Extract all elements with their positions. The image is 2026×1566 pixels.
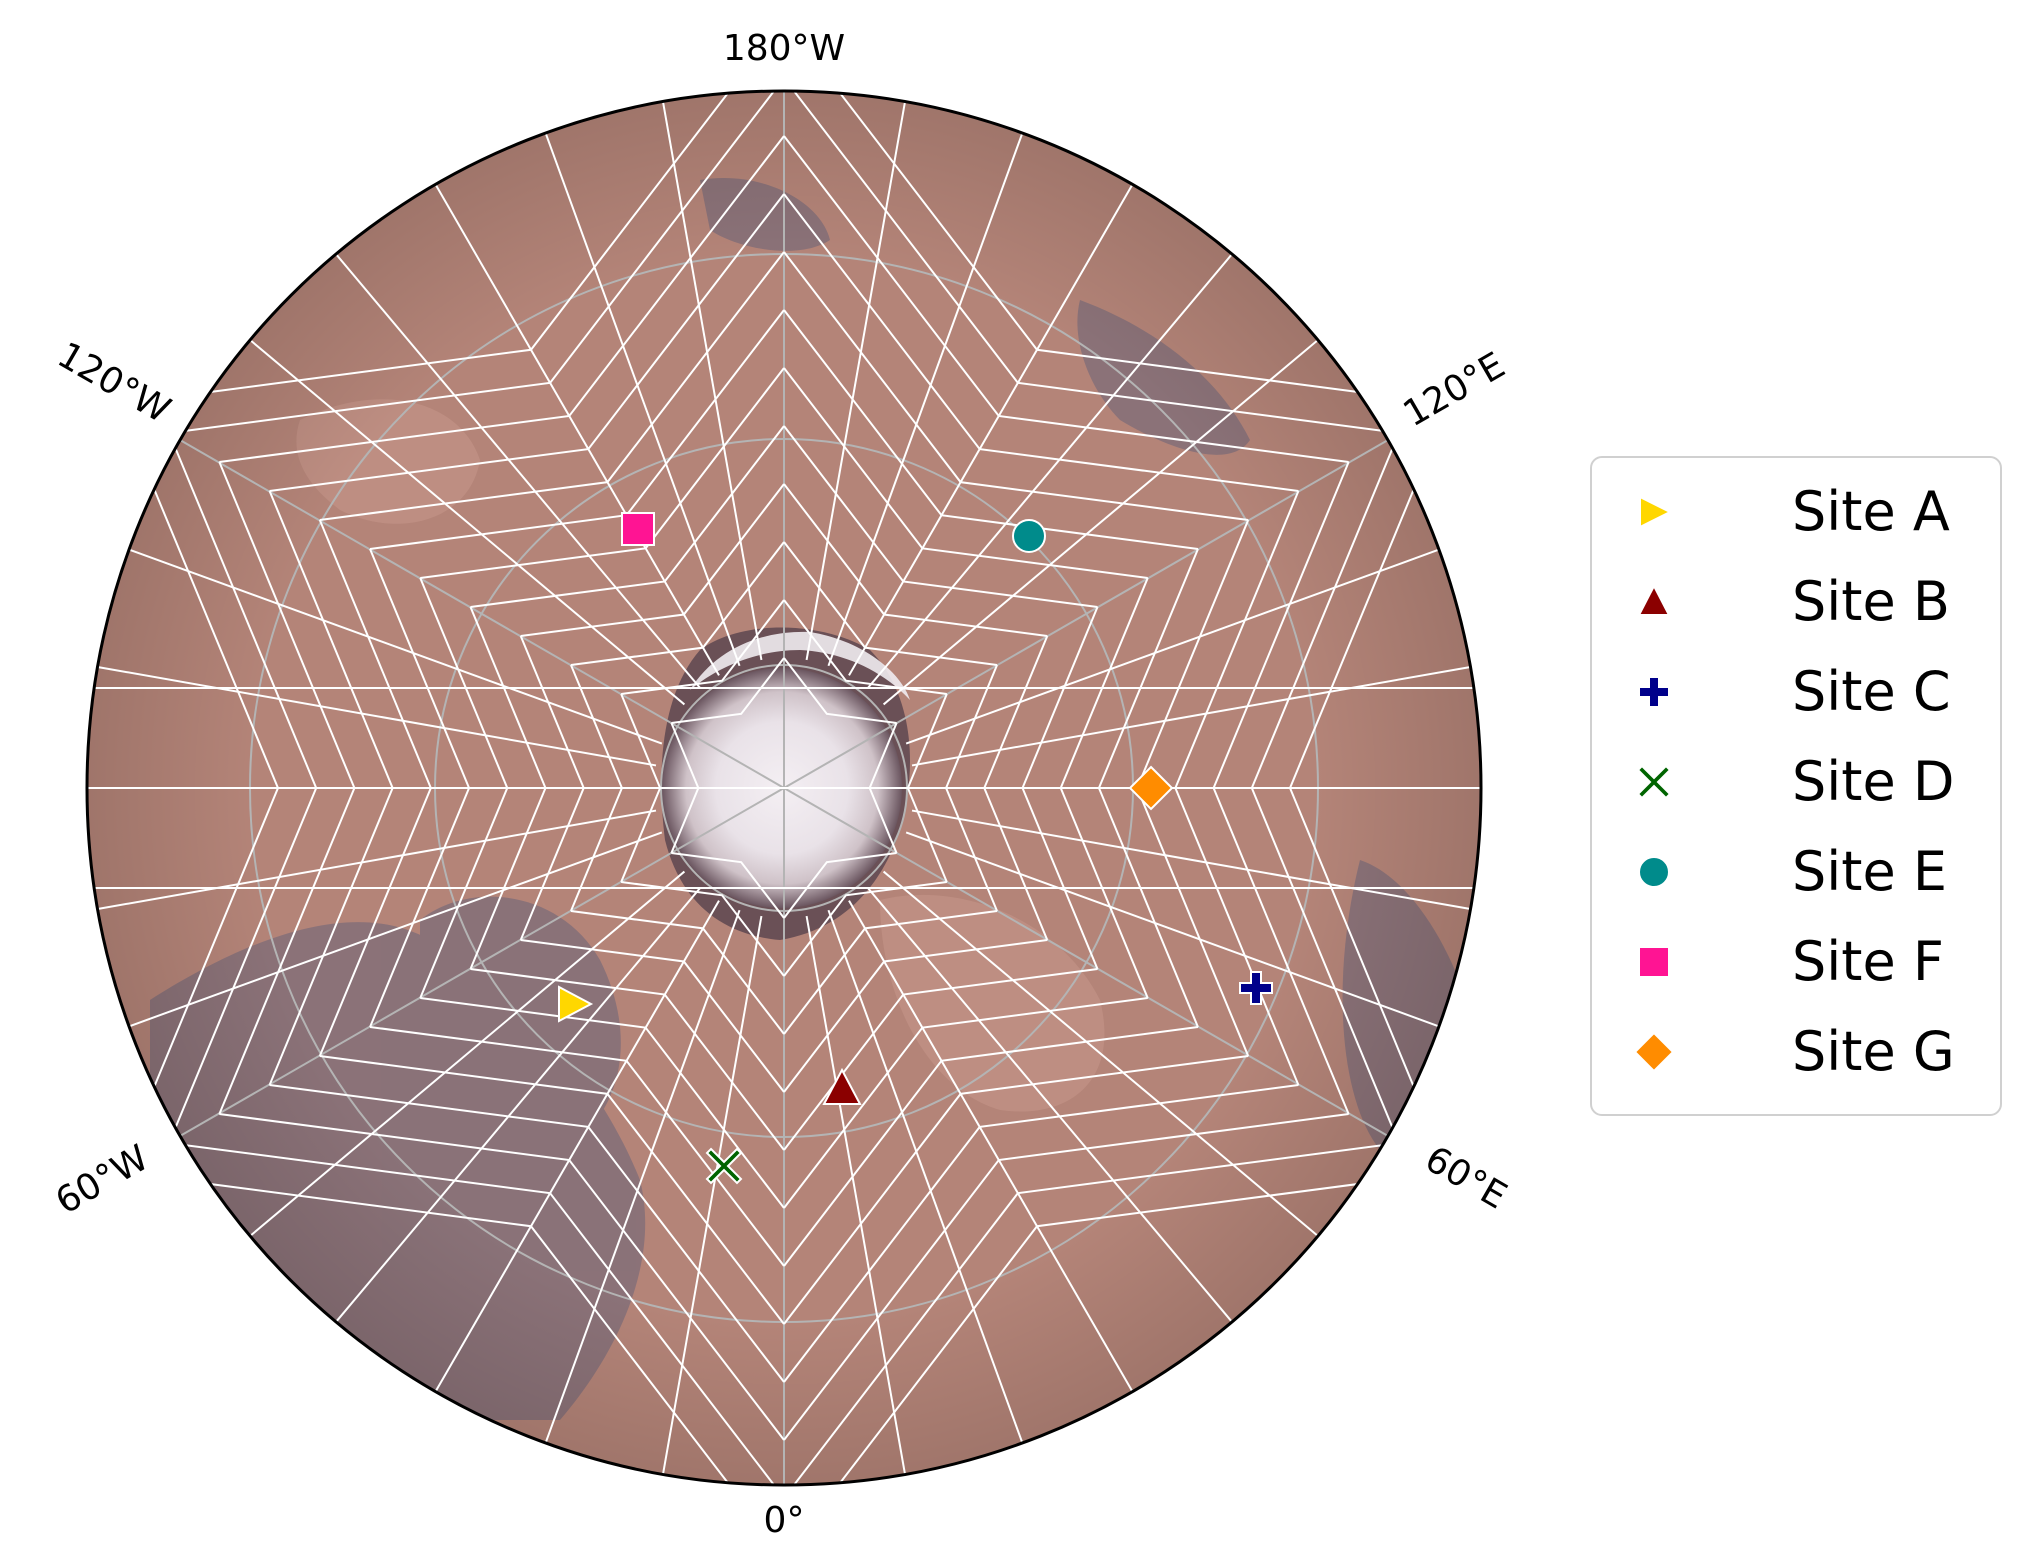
legend-item-site-b: Site B xyxy=(1592,562,2000,642)
legend-item-site-f: Site F xyxy=(1592,922,2000,1002)
legend-label-site-f: Site F xyxy=(1792,930,1944,993)
legend-label-site-b: Site B xyxy=(1792,570,1950,633)
site-d-legend-marker xyxy=(1636,764,1672,800)
graticule-line xyxy=(882,339,1319,706)
site-f-marker xyxy=(621,512,655,546)
legend-item-site-c: Site C xyxy=(1592,652,2000,732)
site-a-legend-marker xyxy=(1639,495,1673,529)
lon-label-60w: 60°W xyxy=(49,1137,156,1222)
mars-globe xyxy=(87,91,1481,1485)
graticule-line xyxy=(544,132,741,667)
graticule-line xyxy=(97,809,657,911)
graticule-line xyxy=(848,900,1134,1393)
graticule-line xyxy=(827,909,1024,1444)
lon-label-120w: 120°W xyxy=(51,335,177,432)
graticule-line xyxy=(911,809,1471,911)
legend-item-site-g: Site G xyxy=(1592,1012,2000,1092)
graticule-line xyxy=(249,870,686,1237)
graticule-line xyxy=(783,657,897,724)
site-e-legend-marker xyxy=(1638,856,1670,888)
site-b-legend-marker xyxy=(1637,583,1671,616)
graticule-line xyxy=(866,253,1233,690)
graticule-line xyxy=(827,132,1024,667)
graticule-line xyxy=(911,665,1471,767)
graticule-line xyxy=(848,183,1134,676)
graticule-gray xyxy=(179,91,1389,1485)
graticule-line xyxy=(783,852,897,919)
globe-outline xyxy=(85,89,1483,1487)
graticule-line xyxy=(805,101,907,661)
site-a-marker xyxy=(558,985,594,1023)
legend: Site A Site B Site C Site D Site E Site … xyxy=(1590,456,2002,1116)
graticule-line xyxy=(882,870,1319,1237)
graticule-line xyxy=(621,599,785,695)
graticule-line xyxy=(128,548,663,745)
site-e-marker xyxy=(1012,519,1046,553)
legend-item-site-d: Site D xyxy=(1592,742,2000,822)
graticule-line xyxy=(335,886,702,1323)
graticule-line xyxy=(335,253,702,690)
legend-label-site-g: Site G xyxy=(1792,1020,1955,1083)
graticule-line xyxy=(661,101,763,661)
graticule-line xyxy=(805,915,907,1475)
legend-item-site-e: Site E xyxy=(1592,832,2000,912)
graticule-line xyxy=(866,886,1233,1323)
graticule-line xyxy=(671,852,785,919)
graticule-line xyxy=(249,339,686,706)
site-c-legend-marker xyxy=(1638,676,1670,708)
graticule-line xyxy=(434,183,720,676)
graticule-line xyxy=(905,831,1440,1028)
site-f-legend-marker xyxy=(1638,946,1670,978)
graticule-line xyxy=(671,657,785,724)
site-g-legend-marker xyxy=(1633,1031,1675,1073)
graticule-line xyxy=(783,881,947,977)
legend-label-site-c: Site C xyxy=(1792,660,1951,723)
legend-item-site-a: Site A xyxy=(1592,472,2000,552)
graticule-line xyxy=(661,915,763,1475)
graticule-line xyxy=(434,900,720,1393)
site-c-marker xyxy=(1239,971,1273,1005)
site-b-marker xyxy=(822,1067,862,1105)
lon-label-0: 0° xyxy=(764,1500,805,1541)
graticule-line xyxy=(128,831,663,1028)
legend-label-site-d: Site D xyxy=(1792,750,1955,813)
site-g-marker xyxy=(1128,765,1174,811)
lon-label-120e: 120°E xyxy=(1397,345,1512,435)
graticule-line xyxy=(97,665,657,767)
graticule-line xyxy=(905,548,1440,745)
lon-label-180w: 180°W xyxy=(723,28,845,69)
graticule-white xyxy=(87,91,1481,1485)
site-markers xyxy=(558,512,1273,1185)
legend-label-site-e: Site E xyxy=(1792,840,1947,903)
lon-label-60e: 60°E xyxy=(1418,1139,1513,1218)
graticule-line xyxy=(783,599,947,695)
graticule-line xyxy=(621,881,785,977)
graticule-line xyxy=(544,909,741,1444)
legend-label-site-a: Site A xyxy=(1792,480,1950,543)
site-d-marker xyxy=(705,1147,743,1185)
